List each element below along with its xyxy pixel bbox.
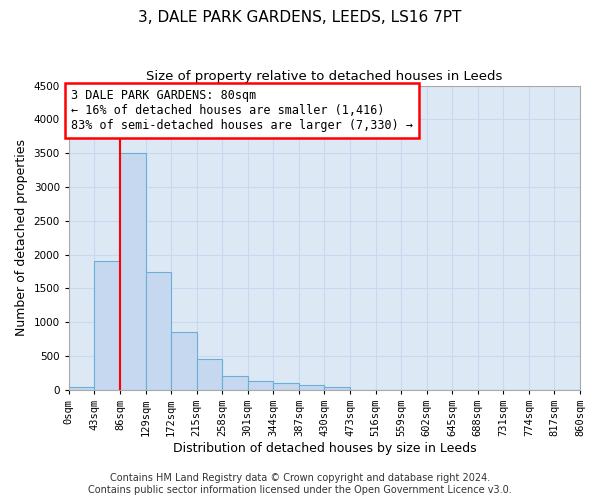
Bar [197,360,222,390]
Text: 3 DALE PARK GARDENS: 80sqm
← 16% of detached houses are smaller (1,416)
83% of s: 3 DALE PARK GARDENS: 80sqm ← 16% of deta… [71,88,413,132]
Y-axis label: Number of detached properties: Number of detached properties [15,139,28,336]
Bar [222,376,248,390]
Bar [325,386,350,390]
Bar [94,262,120,390]
Text: Contains HM Land Registry data © Crown copyright and database right 2024.
Contai: Contains HM Land Registry data © Crown c… [88,474,512,495]
Bar [146,272,171,390]
Bar [171,332,197,390]
X-axis label: Distribution of detached houses by size in Leeds: Distribution of detached houses by size … [173,442,476,455]
Text: 3, DALE PARK GARDENS, LEEDS, LS16 7PT: 3, DALE PARK GARDENS, LEEDS, LS16 7PT [139,10,461,25]
Title: Size of property relative to detached houses in Leeds: Size of property relative to detached ho… [146,70,503,83]
Bar [69,386,94,390]
Bar [248,382,273,390]
Bar [299,385,325,390]
Bar [120,153,146,390]
Bar [273,383,299,390]
